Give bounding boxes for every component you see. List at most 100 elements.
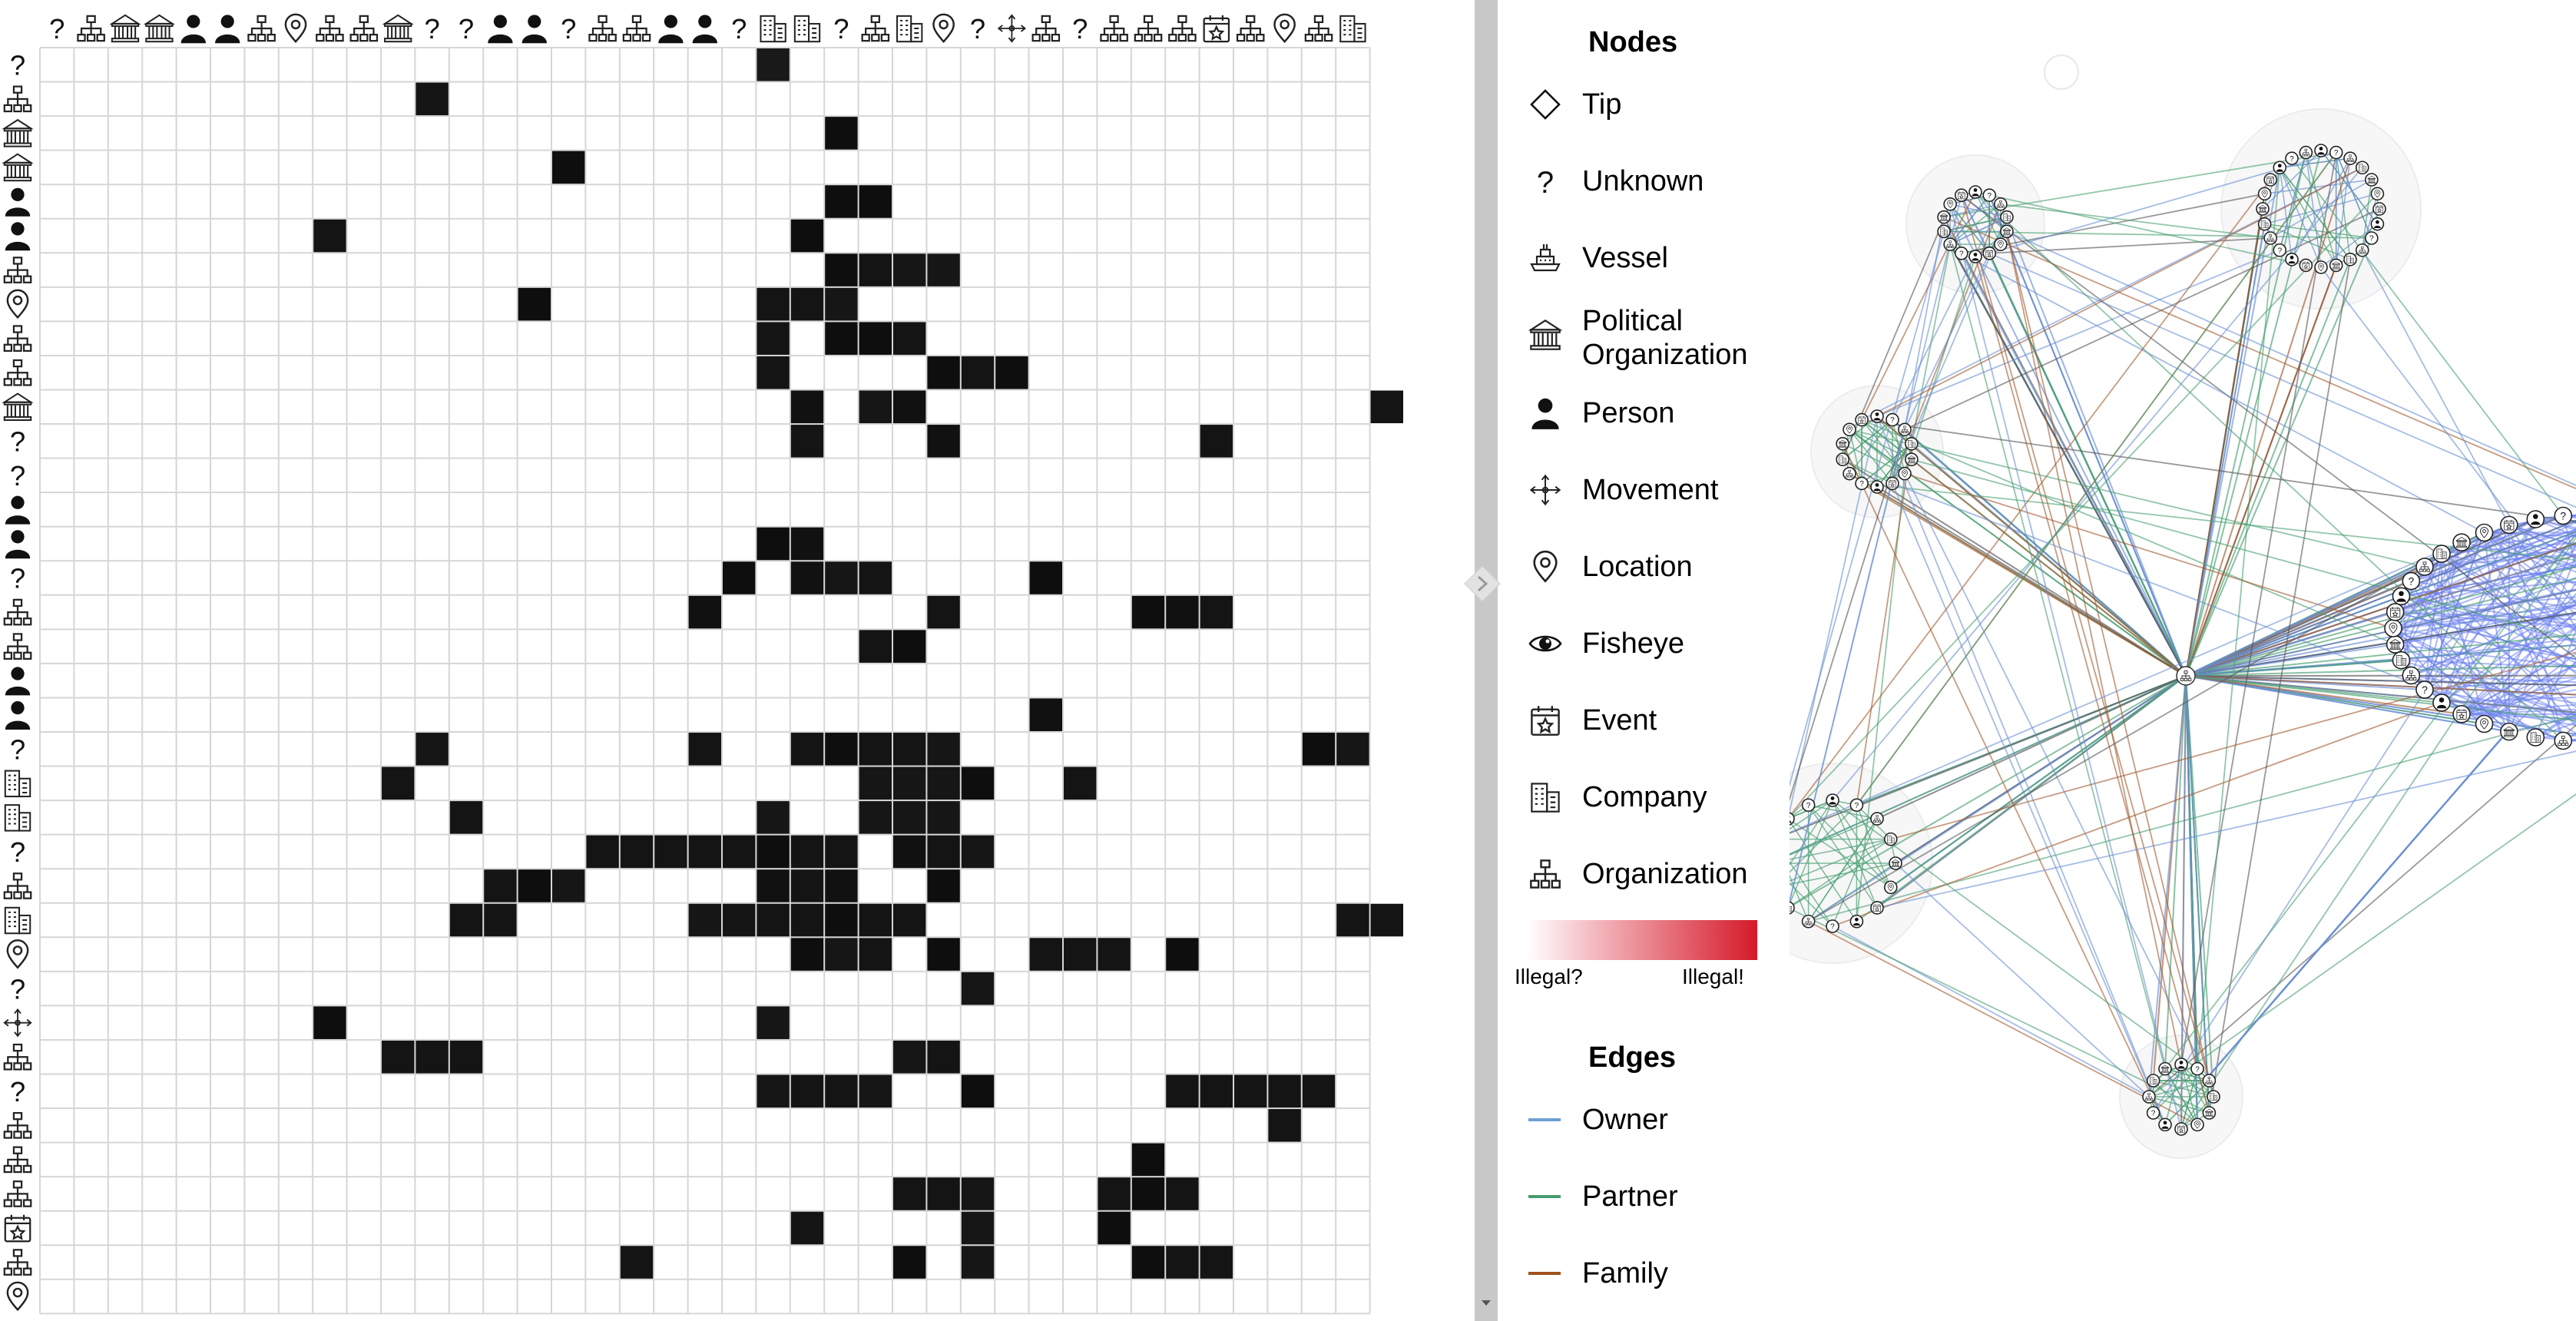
graph-node-circle[interactable]	[1968, 250, 1982, 263]
graph-node[interactable]	[2314, 260, 2328, 274]
matrix-cell[interactable]	[825, 117, 858, 150]
matrix-cell[interactable]	[449, 1040, 483, 1074]
matrix-cell[interactable]	[927, 733, 960, 766]
graph-node[interactable]	[1905, 452, 1919, 467]
matrix-cell[interactable]	[961, 1246, 995, 1279]
matrix-cell[interactable]	[961, 766, 995, 800]
graph-node-circle[interactable]	[1968, 185, 1982, 199]
matrix-cell[interactable]	[1268, 1074, 1301, 1108]
matrix-cell[interactable]	[1098, 938, 1131, 971]
matrix-cell[interactable]	[1370, 903, 1403, 937]
matrix-cell[interactable]	[927, 869, 960, 902]
matrix-cell[interactable]	[961, 835, 995, 869]
matrix-cell[interactable]	[893, 253, 926, 286]
graph-node[interactable]	[2202, 1106, 2217, 1120]
graph-node[interactable]	[2370, 217, 2385, 231]
graph-node-circle[interactable]	[2257, 217, 2272, 231]
graph-node[interactable]	[2526, 510, 2545, 528]
matrix-cell[interactable]	[825, 287, 858, 321]
matrix-cell[interactable]	[757, 903, 790, 937]
matrix-cell[interactable]	[790, 425, 824, 458]
graph-node-circle[interactable]	[2329, 258, 2343, 273]
graph-node-circle[interactable]	[2314, 144, 2328, 157]
graph-node-circle[interactable]	[1937, 224, 1951, 239]
matrix-cell[interactable]	[859, 903, 892, 937]
matrix-cell[interactable]	[757, 527, 790, 561]
graph-node-circle[interactable]	[1790, 901, 1795, 915]
matrix-cell[interactable]	[1166, 595, 1199, 629]
matrix-canvas[interactable]: ?	[0, 0, 1475, 1321]
matrix-cell[interactable]	[893, 390, 926, 424]
matrix-cell[interactable]	[757, 801, 790, 834]
matrix-cell[interactable]	[927, 425, 960, 458]
graph-node[interactable]	[1790, 901, 1795, 915]
graph-node[interactable]	[2475, 714, 2494, 733]
matrix-cell[interactable]	[893, 801, 926, 834]
adjacency-matrix[interactable]: ?	[0, 0, 1475, 1321]
matrix-cell[interactable]	[1166, 938, 1199, 971]
graph-node-circle[interactable]	[2174, 1058, 2188, 1071]
matrix-cell[interactable]	[1336, 733, 1369, 766]
graph-node-circle[interactable]	[2000, 224, 2014, 239]
graph-node[interactable]	[1801, 798, 1816, 813]
matrix-cell[interactable]	[927, 253, 960, 286]
matrix-cell[interactable]	[825, 253, 858, 286]
graph-node[interactable]	[1982, 247, 1997, 260]
matrix-cell[interactable]	[859, 322, 892, 355]
graph-node[interactable]	[1836, 436, 1849, 451]
matrix-cell[interactable]	[620, 835, 654, 869]
matrix-cell[interactable]	[790, 390, 824, 424]
graph-node[interactable]	[2257, 187, 2272, 201]
matrix-cell[interactable]	[382, 1040, 415, 1074]
graph-node[interactable]	[1994, 237, 2008, 251]
matrix-cell[interactable]	[893, 835, 926, 869]
graph-node-circle[interactable]	[1836, 436, 1849, 451]
matrix-cell[interactable]	[893, 1177, 926, 1210]
matrix-cell[interactable]	[518, 287, 551, 321]
graph-node[interactable]	[2207, 1090, 2220, 1104]
graph-node-circle[interactable]	[2158, 1117, 2172, 1132]
graph-node[interactable]	[2329, 145, 2343, 160]
graph-node-circle[interactable]	[1937, 210, 1951, 224]
matrix-cell[interactable]	[961, 1177, 995, 1210]
matrix-cell[interactable]	[790, 903, 824, 937]
graph-node[interactable]	[1855, 412, 1869, 427]
graph-node[interactable]	[2263, 231, 2277, 245]
matrix-cell[interactable]	[790, 219, 824, 253]
matrix-cell[interactable]	[790, 835, 824, 869]
matrix-cell[interactable]	[1131, 1177, 1165, 1210]
graph-node-circle[interactable]	[2392, 651, 2411, 670]
matrix-cell[interactable]	[757, 835, 790, 869]
matrix-cell[interactable]	[825, 322, 858, 355]
graph-node[interactable]	[2392, 651, 2411, 670]
graph-node[interactable]	[2329, 258, 2343, 273]
graph-node[interactable]	[2432, 545, 2451, 563]
matrix-cell[interactable]	[790, 733, 824, 766]
matrix-cell[interactable]	[1336, 903, 1369, 937]
graph-node[interactable]	[2402, 571, 2421, 591]
matrix-cell[interactable]	[1166, 1074, 1199, 1108]
graph-node[interactable]	[1790, 812, 1795, 826]
graph-node[interactable]	[2257, 217, 2272, 231]
matrix-cell[interactable]	[859, 801, 892, 834]
matrix-cell[interactable]	[859, 938, 892, 971]
matrix-cell[interactable]	[961, 972, 995, 1005]
network-graph[interactable]	[1790, 0, 2576, 1321]
graph-node[interactable]	[1943, 197, 1957, 211]
graph-node-circle[interactable]	[2526, 510, 2545, 528]
matrix-cell[interactable]	[1234, 1074, 1267, 1108]
matrix-cell[interactable]	[1131, 1246, 1165, 1279]
matrix-cell[interactable]	[825, 1074, 858, 1108]
graph-node[interactable]	[2554, 506, 2573, 525]
matrix-cell[interactable]	[927, 938, 960, 971]
graph-node[interactable]	[1836, 452, 1849, 467]
graph-node[interactable]	[1870, 901, 1884, 915]
matrix-cell[interactable]	[552, 151, 585, 184]
matrix-cell[interactable]	[484, 869, 517, 902]
graph-node[interactable]	[1870, 812, 1884, 826]
graph-node[interactable]	[1883, 832, 1898, 846]
matrix-cell[interactable]	[927, 356, 960, 389]
graph-node[interactable]	[1849, 798, 1864, 813]
matrix-cell[interactable]	[757, 1074, 790, 1108]
graph-node[interactable]	[1898, 422, 1912, 437]
